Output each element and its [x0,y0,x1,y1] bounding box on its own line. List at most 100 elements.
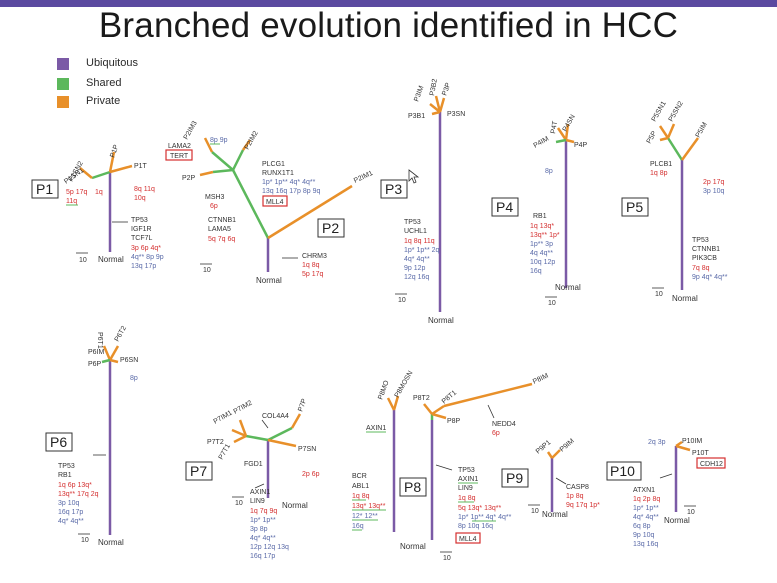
tree-p1: P1 P1SN2 P1P P1SN1 P1T 5p 17q 1q 11q 8q … [31,144,164,270]
p1-normal-label: Normal [98,255,124,264]
tree-p5: P5 P5SN1 P5SN2 P5P P5IM PLCB1 1q 8p 2p 1… [621,100,728,303]
p4-normal-label: Normal [555,283,581,292]
sample-p10im: P10IM [682,438,702,445]
svg-text:IGF1R: IGF1R [131,226,152,233]
svg-text:2p 17q: 2p 17q [703,179,725,186]
sample-p8mosn: P8MOSN [394,370,415,399]
p4-label-box [491,197,519,217]
svg-text:6p: 6p [210,203,218,210]
tree-p2: P2 P2IM3 P2IM2 P2P P2IM1 LAMA2 TERT 8p 9… [165,120,374,285]
sample-p4im: P4IM [533,135,551,149]
svg-text:8p 9p: 8p 9p [210,137,228,144]
svg-text:1p 8q: 1p 8q [566,493,584,500]
svg-text:16q 17p: 16q 17p [250,553,275,560]
p8-label-box [399,477,427,497]
svg-text:2p 6p: 2p 6p [302,471,320,478]
p5-label: P5 [626,199,643,215]
p10-label: P10 [610,463,635,479]
sample-p5p: P5P [646,130,659,145]
svg-text:6q 8p: 6q 8p [633,523,651,530]
svg-text:10: 10 [531,508,539,515]
svg-text:10: 10 [548,300,556,307]
svg-text:4q* 4q**: 4q* 4q** [633,514,659,521]
svg-text:LAMA2: LAMA2 [168,143,191,150]
sample-p8t2: P8T2 [413,395,430,402]
svg-text:ABL1: ABL1 [352,483,369,490]
svg-text:AXIN1: AXIN1 [366,425,386,432]
p3-label: P3 [385,181,402,197]
svg-text:10: 10 [79,257,87,264]
svg-text:4q* 4q**: 4q* 4q** [250,535,276,542]
tree-p4: P4 P4T P4SN P4IM P4P 8p RB1 1q 13q* 13q*… [491,114,588,307]
svg-text:RUNX1T1: RUNX1T1 [262,170,294,177]
svg-text:10: 10 [81,537,89,544]
svg-text:LIN9: LIN9 [250,498,265,505]
svg-text:TCF7L: TCF7L [131,235,153,242]
p7-label-box [185,461,213,481]
svg-text:1p* 1p** 2q: 1p* 1p** 2q [404,247,440,254]
svg-text:12* 12**: 12* 12** [352,513,378,520]
svg-text:13q** 1p*: 13q** 1p* [530,232,560,239]
svg-text:1q 8q: 1q 8q [458,495,476,502]
sample-p5sn1: P5SN1 [651,100,668,123]
svg-text:PIK3CB: PIK3CB [692,255,717,262]
p3-normal-label: Normal [428,316,454,325]
svg-text:16q 17p: 16q 17p [58,509,83,516]
svg-text:BCR: BCR [352,473,367,480]
sample-p7t2: P7T2 [207,439,224,446]
svg-text:AXIN1: AXIN1 [250,489,270,496]
sample-p4t: P4T [550,120,559,135]
svg-text:ATXN1: ATXN1 [633,487,655,494]
svg-text:CTNNB1: CTNNB1 [208,217,236,224]
svg-text:13q 16q 17p 8p 9q: 13q 16q 17p 8p 9q [262,188,320,195]
p9-label-box [501,468,529,488]
svg-text:MLL4: MLL4 [266,199,284,206]
legend-swatch-shared [57,78,69,90]
sample-p1p: P1P [109,144,120,159]
svg-text:TP53: TP53 [404,219,421,226]
sample-p4p: P4P [574,142,588,149]
p9-normal-label: Normal [542,510,568,519]
legend-swatch-private [57,96,69,108]
p2-label-box [317,218,345,238]
svg-text:4q* 4q**: 4q* 4q** [404,256,430,263]
sample-p6t2: P6T2 [114,325,128,343]
sample-p8mo: P8MO [377,379,391,401]
svg-text:5p 17q: 5p 17q [66,189,88,196]
svg-text:RB1: RB1 [58,472,72,479]
legend-label-private: Private [86,95,121,107]
p5-label-box [621,197,649,217]
svg-text:1q 7q 9q: 1q 7q 9q [250,508,277,515]
tree-p9: P9 P9P1 P9IM CASP8 1p 8q 9q 17q 1p* Norm… [501,438,600,519]
p9-label: P9 [506,470,523,486]
svg-text:TERT: TERT [170,153,189,160]
p4-label: P4 [496,199,513,215]
p10-label-box [606,461,642,481]
tree-p6: P6 P6T1 P6T2 P6IM P6P P6SN 8p TP53 RB1 1… [45,325,138,547]
p10-normal-label: Normal [664,516,690,525]
svg-text:10: 10 [443,555,451,562]
p1-label-box [31,179,59,199]
p2-normal-label: Normal [256,276,282,285]
svg-text:7q 8q: 7q 8q [692,265,710,272]
legend-swatch-ubiquitous [57,58,69,70]
p7-label: P7 [190,463,207,479]
svg-text:3p 6p 4q*: 3p 6p 4q* [131,245,161,252]
svg-text:AXIN1: AXIN1 [458,476,478,483]
top-accent-bar [0,0,777,7]
svg-text:TP53: TP53 [131,217,148,224]
svg-text:CDH12: CDH12 [700,461,723,468]
svg-text:3p 10q: 3p 10q [703,188,725,195]
sample-p2im3: P2IM3 [183,120,199,141]
svg-text:4q* 4q**: 4q* 4q** [58,518,84,525]
svg-text:12p 12q 13q: 12p 12q 13q [250,544,289,551]
svg-text:3p 10q: 3p 10q [58,500,80,507]
sample-p10t: P10T [692,450,709,457]
sample-p3sn: P3SN [447,111,465,118]
sample-p4sn: P4SN [562,114,577,133]
svg-text:5p 17q: 5p 17q [302,271,324,278]
p1-shared-branch [91,170,111,180]
p8-normal-label: Normal [400,542,426,551]
svg-text:1q 8q 11q: 1q 8q 11q [404,238,435,245]
